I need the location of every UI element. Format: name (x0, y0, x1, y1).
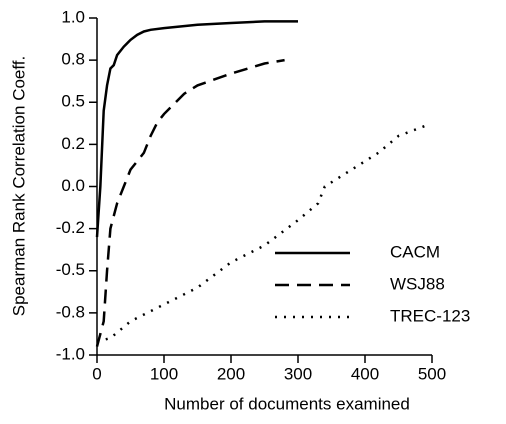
y-tick-label: 0.0 (61, 176, 85, 195)
y-tick-label: 1.0 (61, 7, 85, 26)
data-line (95, 20, 298, 238)
x-tick-label: 400 (351, 364, 379, 383)
y-tick-label: -1.0 (56, 344, 85, 363)
legend-label: CACM (390, 242, 440, 261)
y-tick-label: 0.8 (61, 50, 85, 69)
legend-label: TREC-123 (390, 306, 470, 325)
x-tick-label: 500 (418, 364, 446, 383)
x-tick-label: 300 (284, 364, 312, 383)
legend-label: WSJ88 (390, 274, 445, 293)
y-axis-label: Spearman Rank Correlation Coeff. (9, 56, 28, 317)
x-tick-label: 100 (150, 364, 178, 383)
x-axis-label: Number of documents examined (164, 394, 410, 413)
y-tick-label: 0.5 (61, 92, 85, 111)
x-tick-label: 200 (217, 364, 245, 383)
x-tick-label: 0 (92, 364, 101, 383)
y-tick-label: -0.2 (56, 218, 85, 237)
data-line (96, 124, 426, 343)
y-tick-label: 0.2 (61, 134, 85, 153)
y-tick-label: -0.5 (56, 260, 85, 279)
data-line (95, 58, 285, 347)
y-tick-label: -0.8 (56, 302, 85, 321)
